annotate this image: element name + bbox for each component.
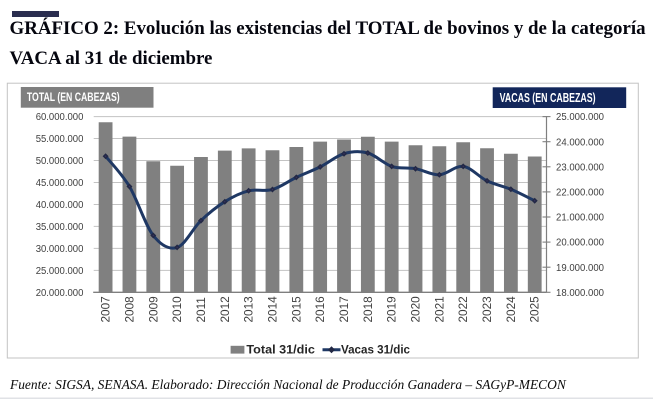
svg-text:30.000.000: 30.000.000 xyxy=(36,244,84,255)
svg-text:40.000.000: 40.000.000 xyxy=(36,200,84,211)
svg-text:2011: 2011 xyxy=(194,297,208,322)
svg-text:VACAS (EN CABEZAS): VACAS (EN CABEZAS) xyxy=(500,91,596,105)
svg-text:24.000.000: 24.000.000 xyxy=(556,137,605,148)
svg-text:2016: 2016 xyxy=(313,296,327,323)
svg-text:2020: 2020 xyxy=(409,296,423,323)
svg-text:22.000.000: 22.000.000 xyxy=(556,188,605,199)
svg-text:2010: 2010 xyxy=(170,296,184,323)
svg-text:23.000.000: 23.000.000 xyxy=(556,162,605,173)
svg-text:35.000.000: 35.000.000 xyxy=(36,222,84,233)
svg-text:2007: 2007 xyxy=(99,296,113,322)
svg-text:20.000.000: 20.000.000 xyxy=(36,288,84,299)
svg-text:25.000.000: 25.000.000 xyxy=(36,266,84,277)
svg-text:2012: 2012 xyxy=(218,296,232,322)
svg-text:50.000.000: 50.000.000 xyxy=(36,156,84,167)
svg-text:2019: 2019 xyxy=(385,296,399,322)
svg-text:2018: 2018 xyxy=(361,296,375,323)
svg-text:25.000.000: 25.000.000 xyxy=(556,112,605,123)
svg-text:2014: 2014 xyxy=(265,296,279,323)
svg-text:55.000.000: 55.000.000 xyxy=(36,134,84,145)
svg-text:21.000.000: 21.000.000 xyxy=(556,213,605,224)
svg-text:19.000.000: 19.000.000 xyxy=(556,263,605,274)
svg-text:Vacas 31/dic: Vacas 31/dic xyxy=(341,342,410,356)
svg-text:2008: 2008 xyxy=(122,296,136,323)
svg-text:18.000.000: 18.000.000 xyxy=(556,288,605,299)
svg-text:2021: 2021 xyxy=(432,296,446,322)
svg-text:TOTAL (EN CABEZAS): TOTAL (EN CABEZAS) xyxy=(27,90,120,104)
svg-text:20.000.000: 20.000.000 xyxy=(556,238,605,249)
svg-text:2009: 2009 xyxy=(146,296,160,322)
svg-text:Total 31/dic: Total 31/dic xyxy=(246,342,315,356)
svg-text:2022: 2022 xyxy=(456,296,470,322)
svg-text:2023: 2023 xyxy=(480,296,494,323)
svg-text:2024: 2024 xyxy=(504,296,518,323)
svg-text:45.000.000: 45.000.000 xyxy=(36,178,84,189)
svg-text:2025: 2025 xyxy=(528,296,542,323)
svg-text:60.000.000: 60.000.000 xyxy=(36,112,84,123)
svg-text:2017: 2017 xyxy=(337,296,351,322)
svg-text:2013: 2013 xyxy=(242,296,256,323)
svg-text:2015: 2015 xyxy=(289,296,303,323)
